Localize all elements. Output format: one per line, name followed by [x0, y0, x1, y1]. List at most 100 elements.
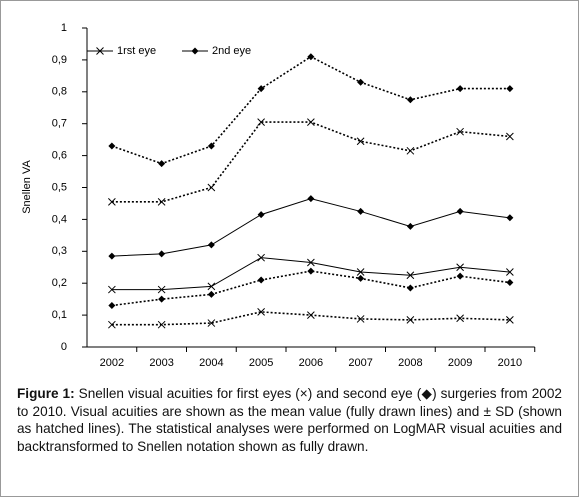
x-marker-stroke	[456, 263, 464, 272]
mean-line	[111, 198, 510, 257]
x-marker-stroke	[307, 118, 315, 126]
x-marker	[356, 315, 365, 323]
x-marker	[257, 118, 265, 126]
x-tick-label: 2007	[348, 357, 372, 369]
x-tick-label: 2009	[448, 357, 472, 369]
x-tick-label: 2006	[299, 357, 323, 369]
y-tick-label: 0,5	[52, 181, 67, 193]
x-marker	[157, 198, 166, 206]
x-marker	[157, 285, 166, 294]
diamond-marker	[406, 222, 414, 230]
diamond-marker	[257, 211, 265, 219]
diamond-marker	[207, 241, 215, 249]
sd-line	[111, 121, 510, 203]
y-tick-label: 0,6	[52, 150, 67, 162]
x-marker-stroke	[506, 132, 514, 141]
x-marker-stroke	[506, 316, 514, 324]
diamond-marker	[307, 267, 315, 275]
x-marker-stroke	[257, 308, 265, 316]
x-marker-stroke	[108, 198, 116, 206]
x-marker	[456, 127, 464, 136]
y-tick-label: 0,1	[52, 309, 67, 321]
x-marker	[406, 271, 415, 280]
diamond-marker	[158, 160, 166, 168]
y-tick-label: 0,4	[52, 213, 67, 225]
diamond-marker	[357, 274, 365, 282]
diamond-marker	[456, 272, 464, 280]
x-marker-stroke	[307, 258, 315, 267]
diamond-marker	[357, 78, 365, 86]
x-marker	[406, 146, 415, 155]
y-tick-label: 0,8	[52, 86, 67, 98]
y-tick-label: 0	[61, 341, 67, 353]
x-marker	[207, 319, 216, 327]
diamond-marker	[207, 290, 215, 298]
x-marker	[456, 263, 464, 272]
x-tick-label: 2005	[249, 357, 273, 369]
legend-label: 1rst eye	[117, 45, 156, 57]
diamond-marker	[357, 207, 365, 215]
x-marker-stroke	[207, 183, 216, 192]
diamond-marker	[406, 96, 414, 104]
legend-label: 2nd eye	[212, 45, 251, 57]
x-marker-stroke	[406, 146, 415, 155]
x-marker-stroke	[207, 319, 216, 327]
x-marker-stroke	[157, 320, 166, 329]
x-marker-stroke	[207, 282, 216, 291]
x-marker-stroke	[157, 285, 166, 294]
x-marker	[108, 320, 116, 329]
diamond-marker	[506, 214, 514, 222]
diamond-marker	[108, 252, 116, 260]
caption-text: Snellen visual acuities for first eyes (…	[17, 386, 562, 454]
x-marker	[456, 314, 464, 323]
y-tick-label: 0,3	[52, 245, 67, 257]
diamond-marker	[406, 284, 414, 292]
x-tick-label: 2010	[498, 357, 522, 369]
x-tick-label: 2004	[199, 357, 223, 369]
x-marker	[157, 320, 166, 329]
diamond-marker	[257, 85, 265, 93]
x-marker	[356, 268, 365, 276]
sd-line	[111, 311, 510, 326]
x-marker-stroke	[356, 268, 365, 276]
diamond-marker	[207, 142, 215, 150]
diamond-marker	[456, 207, 464, 215]
x-marker	[356, 137, 365, 146]
x-marker-stroke	[506, 268, 514, 276]
x-marker	[108, 285, 116, 294]
diamond-marker	[191, 47, 199, 55]
chart: Snellen VA 0 0,1 0,2 0,3 0,4 0,5 0,6 0,7 0,8 0,9 1…	[21, 22, 536, 369]
x-marker	[506, 316, 514, 324]
x-marker	[257, 253, 265, 262]
diamond-marker	[108, 142, 116, 150]
y-tick-label: 0,9	[52, 54, 67, 66]
x-tick-label: 2008	[398, 357, 422, 369]
diamond-marker	[108, 302, 116, 310]
y-tick-label: 0,7	[52, 118, 67, 130]
diamond-marker	[158, 295, 166, 303]
x-tick-label: 2003	[149, 357, 173, 369]
y-tick-label: 1	[61, 22, 67, 34]
diamond-marker	[307, 195, 315, 203]
x-marker-stroke	[456, 127, 464, 136]
x-marker-stroke	[257, 253, 265, 262]
diamond-marker	[506, 85, 514, 93]
diamond-marker	[307, 53, 315, 61]
x-marker-stroke	[96, 47, 104, 55]
x-marker-stroke	[108, 320, 116, 329]
caption: Figure 1: Snellen visual acuities for fi…	[17, 385, 562, 455]
diamond-marker	[257, 276, 265, 284]
x-marker	[307, 311, 315, 319]
sd-line	[111, 270, 510, 307]
x-marker	[207, 183, 216, 192]
x-marker	[307, 258, 315, 267]
x-marker-stroke	[356, 137, 365, 146]
x-tick-label: 2002	[100, 357, 124, 369]
y-tick-label: 0,2	[52, 277, 67, 289]
diamond-marker	[158, 250, 166, 258]
x-marker	[257, 308, 265, 316]
x-marker	[108, 198, 116, 206]
caption-label: Figure 1:	[17, 386, 75, 401]
x-marker	[307, 118, 315, 126]
